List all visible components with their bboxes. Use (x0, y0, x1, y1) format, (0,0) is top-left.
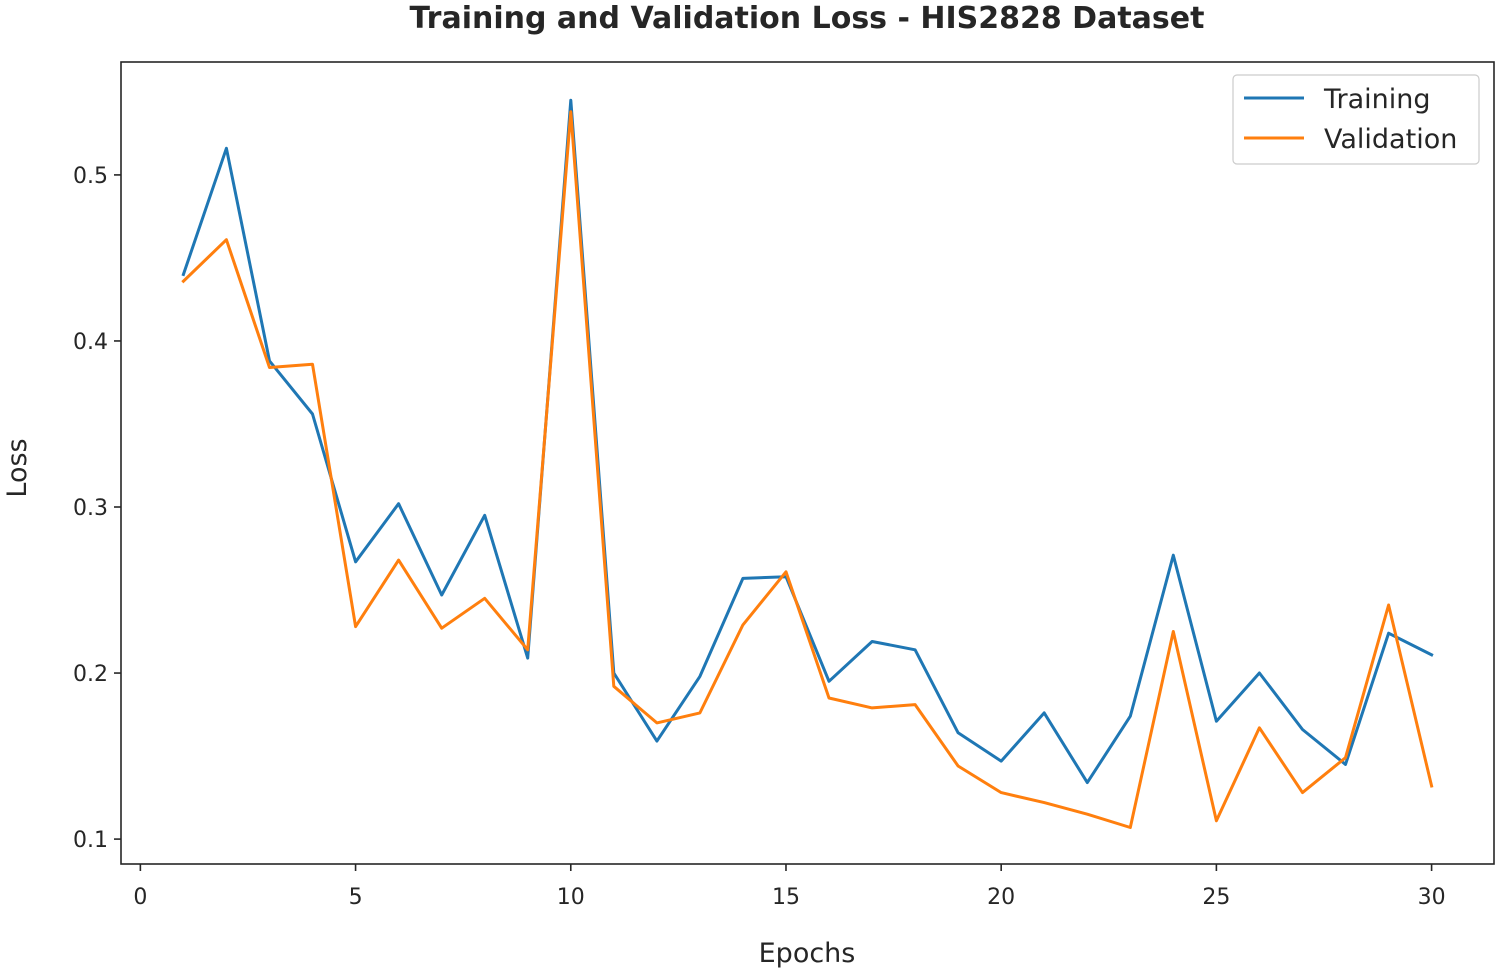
y-tick-label: 0.1 (73, 828, 108, 853)
x-tick-label: 15 (772, 885, 800, 910)
y-tick-label: 0.4 (73, 330, 108, 355)
chart-title: Training and Validation Loss - HIS2828 D… (410, 1, 1205, 36)
legend-label-training: Training (1323, 84, 1431, 115)
y-axis-label: Loss (2, 438, 33, 497)
x-tick-label: 30 (1418, 885, 1446, 910)
plot-area (120, 61, 1495, 865)
x-axis-label: Epochs (759, 938, 856, 969)
x-tick-label: 5 (349, 885, 363, 910)
x-tick-label: 25 (1202, 885, 1230, 910)
y-tick-label: 0.3 (73, 496, 108, 521)
y-axis: 0.1 0.2 0.3 0.4 0.5 (73, 164, 121, 853)
y-tick-label: 0.5 (73, 164, 108, 189)
x-tick-label: 10 (557, 885, 585, 910)
series-line-validation (181, 110, 1434, 829)
x-tick-label: 20 (987, 885, 1015, 910)
x-tick-label: 0 (133, 885, 147, 910)
legend-label-validation: Validation (1324, 124, 1457, 155)
legend: Training Validation (1232, 74, 1480, 165)
series-line-training (181, 98, 1434, 785)
y-tick-label: 0.2 (73, 662, 108, 687)
series-layer (181, 98, 1434, 829)
x-axis: 0 5 10 15 20 25 30 (133, 864, 1446, 910)
